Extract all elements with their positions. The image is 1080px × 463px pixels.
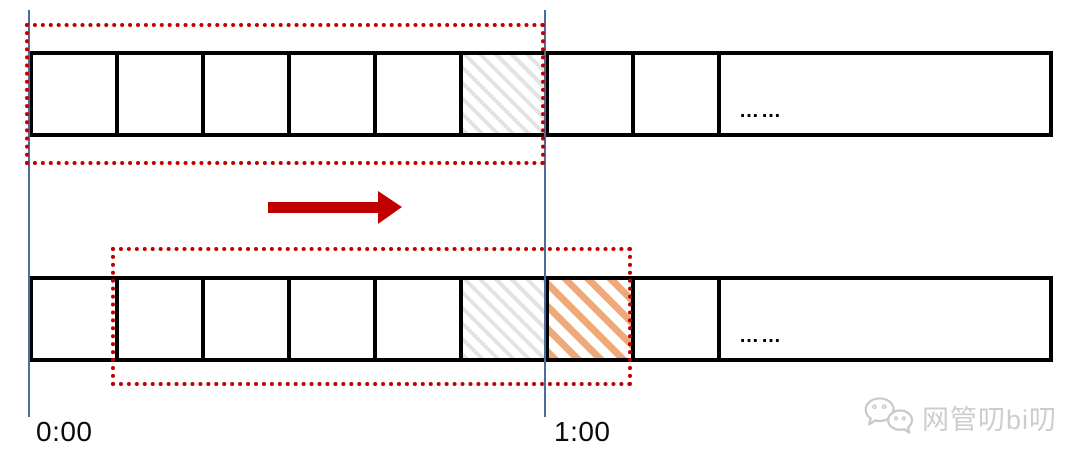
timeline-cell — [377, 280, 463, 358]
timeline-cell — [119, 55, 205, 133]
time-label-start: 0:00 — [36, 416, 93, 447]
slide-direction-arrow — [268, 191, 402, 224]
timeline-cell — [205, 55, 291, 133]
ellipsis-cell: …… — [721, 55, 1049, 133]
time-marker-line-end — [544, 10, 546, 417]
sliding-window-after — [111, 247, 632, 386]
timeline-bar-bottom: …… — [29, 276, 1053, 362]
time-label-end: 1:00 — [554, 416, 611, 447]
timeline-cell — [33, 280, 119, 358]
timeline-cell — [291, 55, 377, 133]
arrow-shaft — [268, 202, 378, 213]
timeline-cell — [549, 55, 635, 133]
sliding-window-before — [25, 23, 545, 165]
hatched-cell-orange — [549, 280, 635, 358]
watermark: 网管叨bi叨 — [862, 394, 1057, 440]
timeline-cell — [33, 55, 119, 133]
wechat-chat-bubbles-icon — [864, 397, 914, 434]
ellipsis-label: …… — [739, 325, 783, 347]
hatched-cell-gray — [463, 280, 549, 358]
timeline-cell — [291, 280, 377, 358]
timeline-cell — [377, 55, 463, 133]
time-marker-line-start — [28, 10, 30, 417]
timeline-cell — [635, 55, 721, 133]
ellipsis-label: …… — [739, 100, 783, 122]
timeline-cell — [635, 280, 721, 358]
timeline-cell — [119, 280, 205, 358]
arrow-head-icon — [378, 191, 402, 224]
timeline-cell — [205, 280, 291, 358]
watermark-text: 网管叨bi叨 — [922, 404, 1058, 435]
ellipsis-cell: …… — [721, 280, 1049, 358]
hatched-cell-gray — [463, 55, 549, 133]
